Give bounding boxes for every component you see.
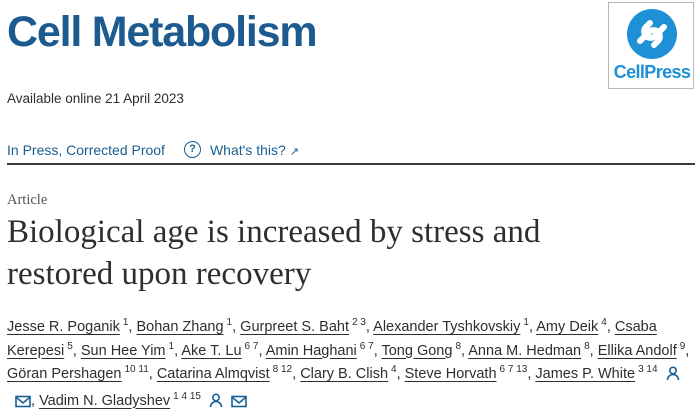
author-affiliation[interactable]: 10 11 — [124, 364, 149, 376]
author-separator: , — [72, 342, 81, 359]
author-item: Catarina Almqvist 8 12, — [156, 364, 301, 382]
envelope-icon[interactable] — [231, 393, 247, 417]
author-name-link[interactable]: Bohan Zhang — [136, 319, 224, 335]
author-separator: , — [606, 319, 615, 335]
availability-date: Available online 21 April 2023 — [7, 91, 184, 106]
author-separator: , — [365, 319, 374, 335]
author-name-link[interactable]: Jesse R. Poganik — [7, 319, 120, 335]
person-icon[interactable] — [209, 392, 223, 417]
person-icon[interactable] — [666, 366, 680, 390]
author-affiliation[interactable]: 4 — [391, 364, 397, 376]
author-item: Jesse R. Poganik 1, — [7, 317, 137, 335]
author-affiliation[interactable]: 1 — [226, 317, 233, 329]
author-item: Sun Hee Yim 1, — [80, 340, 182, 359]
author-item: Bohan Zhang 1, — [136, 317, 241, 335]
author-item: Csaba Kerepesi 5, — [7, 319, 657, 359]
author-item: James P. White 3 14, — [7, 364, 680, 409]
author-affiliation[interactable]: 1 4 15 — [173, 390, 201, 402]
external-link-icon: ↗ — [289, 145, 299, 158]
author-item: Clary B. Clish 4, — [300, 364, 405, 382]
author-separator: , — [258, 342, 266, 359]
author-name-link[interactable]: Anna M. Hedman — [468, 342, 582, 359]
author-item: Tong Gong 8, — [381, 340, 469, 359]
author-name-link[interactable]: Ellika Andolf — [597, 342, 677, 359]
author-separator: , — [148, 366, 157, 382]
author-item: Amin Haghani 6 7, — [265, 340, 382, 359]
author-name-link[interactable]: Göran Pershagen — [7, 366, 122, 382]
author-name-link[interactable]: Tong Gong — [381, 342, 453, 359]
cellpress-logo[interactable]: CellPress — [608, 2, 694, 89]
in-press-link[interactable]: In Press, Corrected Proof — [7, 141, 165, 158]
author-name-link[interactable]: Sun Hee Yim — [80, 342, 166, 359]
envelope-icon[interactable] — [15, 393, 31, 417]
whats-this-label: What's this? — [209, 141, 286, 158]
author-name-link[interactable]: Gurpreet S. Baht — [240, 319, 349, 335]
author-affiliation[interactable]: 9 — [679, 340, 686, 352]
author-list: Jesse R. Poganik 1, Bohan Zhang 1, Gurpree… — [7, 316, 697, 416]
author-separator: , — [685, 342, 690, 359]
cellpress-logo-text: CellPress — [613, 62, 691, 82]
author-item: Gurpreet S. Baht 2 3, — [240, 317, 374, 335]
author-name-link[interactable]: Steve Horvath — [404, 366, 497, 382]
author-separator: , — [461, 342, 469, 359]
author-separator: , — [232, 319, 241, 335]
author-separator: , — [373, 342, 382, 359]
author-affiliation[interactable]: 3 14 — [638, 364, 658, 376]
author-separator: , — [528, 319, 537, 335]
author-item: Amy Deik 4, — [536, 317, 615, 335]
author-name-link[interactable]: Amy Deik — [536, 319, 599, 335]
article-title-line-1: Biological age is increased by stress an… — [7, 214, 541, 250]
author-name-link[interactable]: Alexander Tyshkovskiy — [373, 319, 521, 335]
journal-title[interactable]: Cell Metabolism — [7, 8, 318, 56]
author-separator: , — [527, 366, 536, 382]
author-item: Vadim N. Gladyshev 1 4 15 — [39, 390, 247, 409]
author-separator: , — [396, 366, 405, 382]
author-separator: , — [292, 366, 301, 382]
author-affiliation[interactable]: 5 — [67, 340, 73, 352]
cellpress-logo-icon — [627, 9, 677, 59]
author-name-link[interactable]: Clary B. Clish — [300, 366, 389, 382]
article-type: Article — [7, 192, 48, 208]
author-separator: , — [31, 392, 40, 409]
author-affiliation[interactable]: 2 3 — [351, 317, 366, 329]
author-affiliation[interactable]: 6 7 — [359, 340, 374, 352]
author-name-link[interactable]: Csaba Kerepesi — [7, 319, 657, 359]
author-name-link[interactable]: James P. White — [535, 366, 636, 382]
author-affiliation[interactable]: 6 7 13 — [499, 364, 528, 376]
author-item: Ake T. Lu 6 7, — [181, 340, 266, 359]
author-separator: , — [174, 342, 182, 359]
author-item: Alexander Tyshkovskiy 1, — [373, 317, 537, 335]
author-item: Steve Horvath 6 7 13, — [404, 364, 536, 382]
author-affiliation[interactable]: 1 — [523, 317, 529, 329]
author-name-link[interactable]: Catarina Almqvist — [156, 366, 270, 382]
article-title-line-2: restored upon recovery — [7, 256, 312, 292]
author-item: Göran Pershagen 10 11, — [7, 364, 157, 382]
author-name-link[interactable]: Vadim N. Gladyshev — [39, 392, 171, 409]
author-item: Ellika Andolf 9, — [597, 340, 690, 359]
author-name-link[interactable]: Amin Haghani — [265, 342, 357, 359]
author-separator: , — [589, 342, 598, 359]
author-affiliation[interactable]: 1 — [168, 340, 175, 352]
author-affiliation[interactable]: 8 — [584, 340, 590, 352]
author-item: Anna M. Hedman 8, — [468, 340, 598, 359]
whats-this-link[interactable]: What's this? ↗ — [210, 142, 299, 158]
help-icon[interactable]: ? — [183, 141, 201, 158]
author-name-link[interactable]: Ake T. Lu — [181, 342, 242, 359]
author-affiliation[interactable]: 8 — [455, 340, 461, 352]
author-affiliation[interactable]: 1 — [122, 317, 129, 329]
author-affiliation[interactable]: 6 7 — [244, 340, 259, 352]
author-affiliation[interactable]: 8 12 — [272, 364, 293, 376]
divider — [7, 163, 695, 165]
author-affiliation[interactable]: 4 — [601, 317, 607, 329]
author-separator: , — [128, 319, 137, 335]
article-title: Biological age is increased by stress an… — [7, 211, 687, 295]
status-row: In Press, Corrected Proof ? What's this?… — [7, 141, 299, 158]
